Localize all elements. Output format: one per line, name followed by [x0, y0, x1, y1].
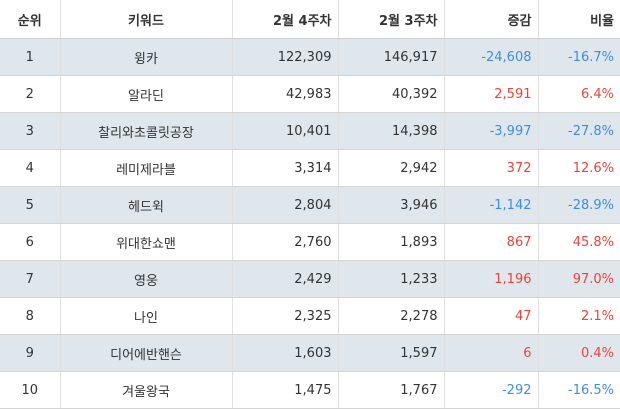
header-rank: 순위: [0, 0, 61, 39]
week4-cell: 3,314: [232, 149, 339, 187]
week4-cell: 2,429: [232, 260, 339, 298]
keyword-cell: 찰리와초콜릿공장: [60, 112, 233, 150]
header-row: 순위 키워드 2월 4주차 2월 3주차 증감 비율: [0, 0, 620, 39]
keyword-cell: 헤드윅: [60, 186, 233, 224]
header-rate: 비율: [538, 0, 620, 39]
table-row: 5 헤드윅 2,804 3,946 -1,142 -28.9%: [0, 186, 620, 224]
diff-cell: 47: [444, 297, 539, 335]
table-row: 8 나인 2,325 2,278 47 2.1%: [0, 297, 620, 335]
keyword-cell: 윙카: [60, 38, 233, 76]
rank-cell: 2: [0, 75, 61, 113]
rate-cell: 2.1%: [538, 297, 620, 335]
diff-cell: 2,591: [444, 75, 539, 113]
rate-cell: -16.5%: [538, 371, 620, 409]
week4-cell: 122,309: [232, 38, 339, 76]
week3-cell: 40,392: [338, 75, 445, 113]
diff-cell: -1,142: [444, 186, 539, 224]
week4-cell: 2,760: [232, 223, 339, 261]
week3-cell: 2,942: [338, 149, 445, 187]
diff-cell: 372: [444, 149, 539, 187]
rate-cell: -16.7%: [538, 38, 620, 76]
diff-cell: -292: [444, 371, 539, 409]
rank-cell: 8: [0, 297, 61, 335]
header-week4: 2월 4주차: [232, 0, 339, 39]
diff-cell: -24,608: [444, 38, 539, 76]
rank-cell: 4: [0, 149, 61, 187]
keyword-cell: 겨울왕국: [60, 371, 233, 409]
table-row: 1 윙카 122,309 146,917 -24,608 -16.7%: [0, 38, 620, 76]
rate-cell: 45.8%: [538, 223, 620, 261]
keyword-cell: 나인: [60, 297, 233, 335]
week4-cell: 2,804: [232, 186, 339, 224]
week3-cell: 1,597: [338, 334, 445, 372]
header-diff: 증감: [444, 0, 539, 39]
week4-cell: 2,325: [232, 297, 339, 335]
rank-cell: 5: [0, 186, 61, 224]
table-body: 1 윙카 122,309 146,917 -24,608 -16.7% 2 알라딘 42,983…: [0, 38, 620, 409]
rank-cell: 9: [0, 334, 61, 372]
rank-cell: 7: [0, 260, 61, 298]
table-row: 2 알라딘 42,983 40,392 2,591 6.4%: [0, 75, 620, 113]
table-row: 10 겨울왕국 1,475 1,767 -292 -16.5%: [0, 371, 620, 409]
header-keyword: 키워드: [60, 0, 233, 39]
diff-cell: 867: [444, 223, 539, 261]
diff-cell: -3,997: [444, 112, 539, 150]
keyword-cell: 레미제라블: [60, 149, 233, 187]
week4-cell: 10,401: [232, 112, 339, 150]
table-row: 7 영웅 2,429 1,233 1,196 97.0%: [0, 260, 620, 298]
rate-cell: 97.0%: [538, 260, 620, 298]
week4-cell: 1,603: [232, 334, 339, 372]
rank-cell: 3: [0, 112, 61, 150]
rate-cell: 6.4%: [538, 75, 620, 113]
keyword-cell: 위대한쇼맨: [60, 223, 233, 261]
rate-cell: -28.9%: [538, 186, 620, 224]
diff-cell: 1,196: [444, 260, 539, 298]
week3-cell: 14,398: [338, 112, 445, 150]
week3-cell: 146,917: [338, 38, 445, 76]
table-row: 4 레미제라블 3,314 2,942 372 12.6%: [0, 149, 620, 187]
table-header: 순위 키워드 2월 4주차 2월 3주차 증감 비율: [0, 0, 620, 39]
week3-cell: 2,278: [338, 297, 445, 335]
week3-cell: 1,893: [338, 223, 445, 261]
week4-cell: 1,475: [232, 371, 339, 409]
table-row: 6 위대한쇼맨 2,760 1,893 867 45.8%: [0, 223, 620, 261]
header-week3: 2월 3주차: [338, 0, 445, 39]
table-row: 3 찰리와초콜릿공장 10,401 14,398 -3,997 -27.8%: [0, 112, 620, 150]
table-row: 9 디어에반핸슨 1,603 1,597 6 0.4%: [0, 334, 620, 372]
week3-cell: 3,946: [338, 186, 445, 224]
week3-cell: 1,233: [338, 260, 445, 298]
week3-cell: 1,767: [338, 371, 445, 409]
rate-cell: 12.6%: [538, 149, 620, 187]
rank-cell: 1: [0, 38, 61, 76]
rate-cell: -27.8%: [538, 112, 620, 150]
week4-cell: 42,983: [232, 75, 339, 113]
rate-cell: 0.4%: [538, 334, 620, 372]
keyword-cell: 디어에반핸슨: [60, 334, 233, 372]
diff-cell: 6: [444, 334, 539, 372]
keyword-cell: 알라딘: [60, 75, 233, 113]
keyword-cell: 영웅: [60, 260, 233, 298]
rank-cell: 6: [0, 223, 61, 261]
rank-cell: 10: [0, 371, 61, 409]
